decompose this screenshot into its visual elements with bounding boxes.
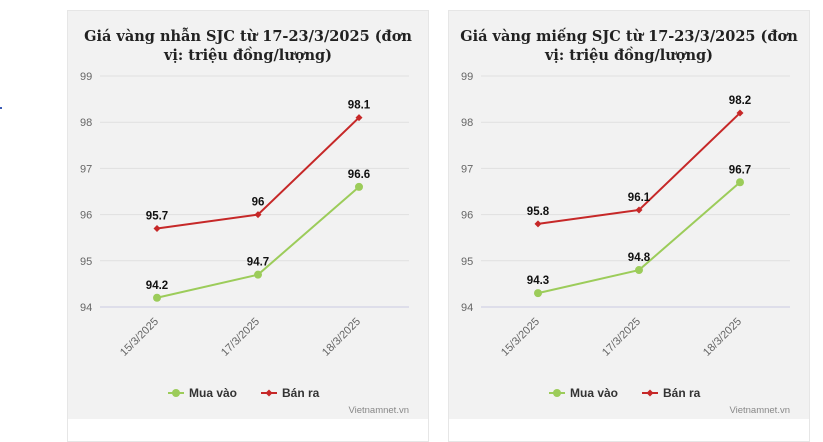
chart-nhan-svg: Giá vàng nhẫn SJC từ 17-23/3/2025 (đơn vị… [68,11,428,419]
y-tick-label: 99 [461,71,473,83]
data-label: 98.1 [348,100,371,112]
chart-title-line: Giá vàng nhẫn SJC từ 17-23/3/2025 (đơn [84,27,412,45]
chart-title: Giá vàng miếng SJC từ 17-23/3/2025 (đơn v… [460,27,798,64]
legend-marker-diamond [265,389,273,397]
chart-panel-mieng: Giá vàng miếng SJC từ 17-23/3/2025 (đơn v… [448,10,810,442]
y-tick-label: 94 [461,302,473,314]
data-point-ban-ra [254,211,262,219]
data-label: 94.7 [247,257,269,269]
data-label: 96.7 [729,164,751,176]
chart-title-line: Giá vàng miếng SJC từ 17-23/3/2025 (đơn [460,27,798,45]
y-tick-label: 97 [461,163,473,175]
y-tick-label: 98 [80,117,92,129]
data-label: 96.1 [628,192,651,204]
chart-mieng-svg: Giá vàng miếng SJC từ 17-23/3/2025 (đơn v… [449,11,809,419]
legend-label: Mua vào [189,386,237,400]
data-point-mua-vao [153,293,161,302]
y-tick-label: 96 [80,210,92,222]
legend-marker-circle [553,389,561,397]
data-label: 94.8 [628,252,651,264]
y-tick-label: 95 [80,256,92,268]
data-label: 98.2 [729,95,751,107]
data-point-ban-ra [635,206,643,214]
source-credit: Vietnamnet.vn [348,405,409,416]
data-point-ban-ra [153,224,161,232]
legend-marker-circle [172,389,180,397]
chart-panel-nhan: Giá vàng nhẫn SJC từ 17-23/3/2025 (đơn vị… [67,10,429,442]
y-tick-label: 98 [461,117,473,129]
y-tick-label: 99 [80,71,92,83]
data-point-ban-ra [736,109,744,117]
data-label: 95.8 [527,206,550,218]
legend-label: Bán ra [663,386,701,400]
y-tick-label: 96 [461,210,473,222]
source-credit: Vietnamnet.vn [729,405,790,416]
data-label: 96.6 [348,169,370,181]
decorative-dot [0,107,2,109]
legend-label: Mua vào [570,386,618,400]
chart-title: Giá vàng nhẫn SJC từ 17-23/3/2025 (đơn vị… [84,27,412,64]
data-label: 95.7 [146,210,168,222]
data-point-mua-vao [254,270,262,279]
data-point-mua-vao [736,178,744,187]
legend-label: Bán ra [282,386,320,400]
y-tick-label: 97 [80,163,92,175]
legend-marker-diamond [646,389,654,397]
data-label: 94.2 [146,280,168,292]
data-label: 94.3 [527,275,549,287]
data-point-mua-vao [534,289,542,298]
y-tick-label: 95 [461,256,473,268]
data-point-ban-ra [534,220,542,228]
data-point-ban-ra [355,114,363,122]
data-point-mua-vao [635,266,643,275]
data-point-mua-vao [355,182,363,191]
data-label: 96 [252,197,265,209]
chart-title-line: vị: triệu đồng/lượng) [544,47,713,64]
chart-title-line: vị: triệu đồng/lượng) [163,47,332,64]
y-tick-label: 94 [80,302,92,314]
